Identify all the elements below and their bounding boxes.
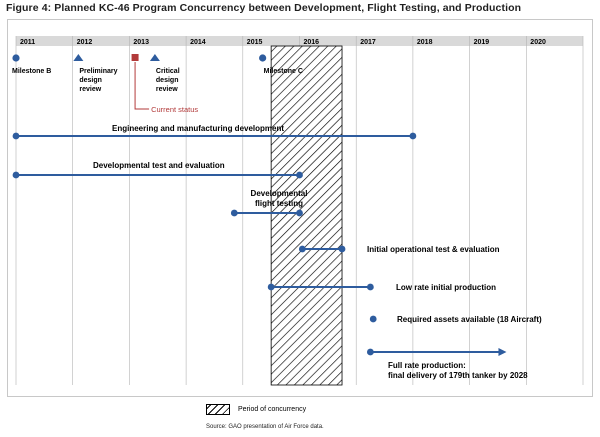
activity-label-developmental-test-and-evaluation: Developmental test and evaluation	[93, 161, 225, 170]
activity-start-full-rate-production	[366, 348, 374, 356]
concurrency-swatch	[206, 404, 230, 415]
activity-label-initial-operational-test-evaluation: Initial operational test & evaluation	[367, 245, 500, 254]
year-label-2019: 2019	[474, 39, 490, 46]
activity-start-developmental-test-and-evaluation	[12, 171, 20, 179]
milestone-marker-milestone-c	[259, 54, 267, 62]
activity-end-engineering-and-manufacturing-development	[409, 132, 417, 140]
year-label-2012: 2012	[77, 39, 93, 46]
activity-start-low-rate-initial-production	[267, 283, 275, 291]
figure-title: Figure 4: Planned KC-46 Program Concurre…	[6, 2, 522, 14]
milestone-label-preliminary-0: Preliminary	[79, 68, 117, 75]
milestone-label-preliminary-1: design	[79, 77, 102, 84]
figure-panel	[7, 19, 593, 397]
activity-label-full-rate-production-0: Full rate production:	[388, 361, 466, 370]
milestone-label-critical-1: design	[156, 77, 179, 84]
year-label-2017: 2017	[360, 39, 376, 46]
activity-end-low-rate-initial-production	[366, 283, 374, 291]
milestone-label-critical-2: review	[156, 86, 178, 93]
activity-start-developmental	[230, 209, 238, 217]
milestone-marker-preliminary	[73, 54, 84, 61]
activity-point-required-assets-available-18-aircraft	[369, 315, 377, 323]
milestone-label-milestone-b-0: Milestone B	[12, 68, 51, 75]
milestone-marker-milestone-b	[12, 54, 20, 62]
source-note: Source: GAO presentation of Air Force da…	[206, 424, 324, 430]
year-label-2015: 2015	[247, 39, 263, 46]
activity-label-required-assets-available-18-aircraft: Required assets available (18 Aircraft)	[397, 315, 542, 324]
year-label-2014: 2014	[190, 39, 206, 46]
year-label-2020: 2020	[530, 39, 546, 46]
concurrency-band	[270, 45, 343, 386]
current-status-marker	[131, 54, 139, 61]
year-label-2018: 2018	[417, 39, 433, 46]
activity-end-initial-operational-test-evaluation	[338, 245, 346, 253]
milestone-label-critical-0: Critical	[156, 68, 180, 75]
legend-label: Period of concurrency	[238, 406, 307, 413]
legend: Period of concurrency	[206, 404, 306, 415]
activity-start-engineering-and-manufacturing-development	[12, 132, 20, 140]
activity-label-low-rate-initial-production: Low rate initial production	[396, 283, 496, 292]
year-label-2011: 2011	[20, 39, 35, 46]
milestone-marker-critical	[149, 54, 160, 61]
milestone-label-milestone-c-0: Milestone C	[264, 68, 303, 75]
activity-arrow-full-rate-production	[498, 348, 507, 356]
activity-end-developmental	[296, 209, 303, 217]
milestone-label-preliminary-2: review	[79, 86, 101, 93]
activity-end-developmental-test-and-evaluation	[296, 171, 303, 179]
year-label-2016: 2016	[304, 39, 320, 46]
activity-label-developmental-1: flight testing	[255, 199, 303, 208]
current-status-line	[134, 62, 150, 110]
current-status-label: Current status	[151, 105, 198, 114]
activity-label-full-rate-production-1: final delivery of 179th tanker by 2028	[388, 371, 528, 380]
activity-label-engineering-and-manufacturing-development: Engineering and manufacturing developmen…	[112, 124, 284, 133]
year-label-2013: 2013	[133, 39, 149, 46]
timeline-chart: 2011 2012 2013 2014 2015 2016 2017 2018 2019 2020…	[12, 36, 584, 386]
activity-start-initial-operational-test-evaluation	[298, 245, 306, 253]
activity-label-developmental-0: Developmental	[251, 189, 308, 198]
